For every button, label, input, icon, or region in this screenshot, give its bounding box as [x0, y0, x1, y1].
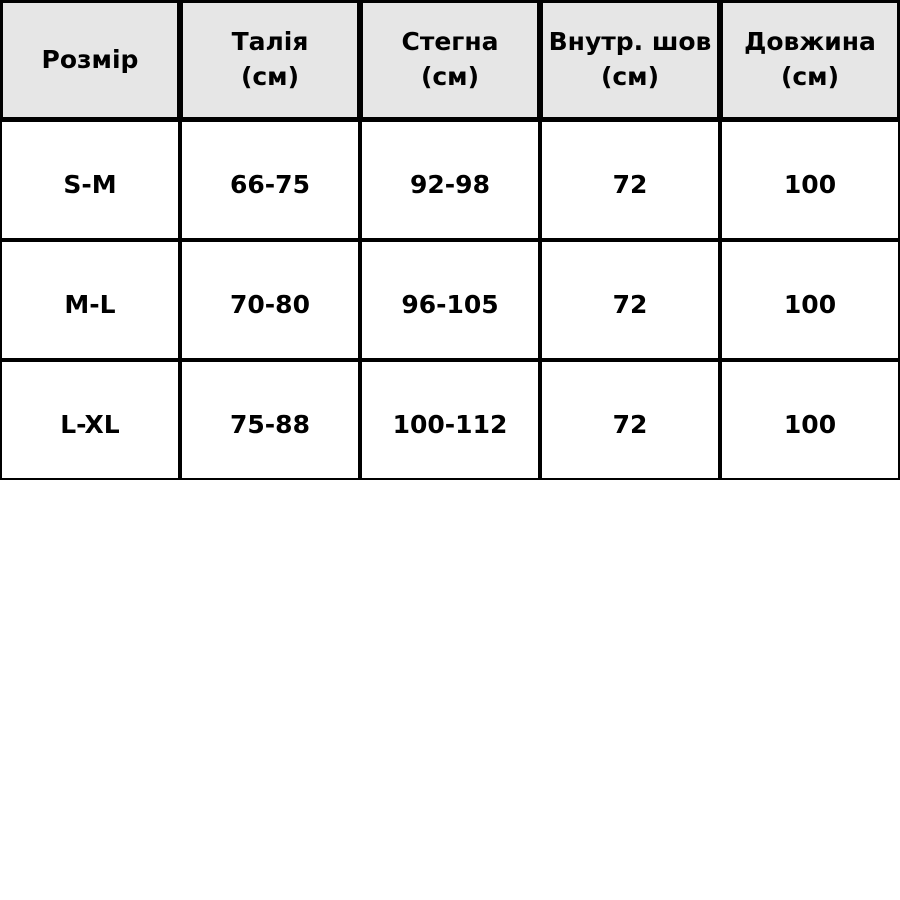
- header-size: Розмір: [0, 0, 180, 120]
- header-length: Довжина (см): [720, 0, 900, 120]
- cell-waist: 75-88: [180, 360, 360, 480]
- header-hips: Стегна (см): [360, 0, 540, 120]
- cell-waist: 70-80: [180, 240, 360, 360]
- cell-hips: 100-112: [360, 360, 540, 480]
- cell-inseam: 72: [540, 240, 720, 360]
- header-inseam: Внутр. шов (см): [540, 0, 720, 120]
- cell-waist: 66-75: [180, 120, 360, 240]
- cell-length: 100: [720, 240, 900, 360]
- header-waist: Талія (см): [180, 0, 360, 120]
- cell-inseam: 72: [540, 120, 720, 240]
- cell-size: L-XL: [0, 360, 180, 480]
- cell-length: 100: [720, 120, 900, 240]
- cell-inseam: 72: [540, 360, 720, 480]
- cell-hips: 92-98: [360, 120, 540, 240]
- cell-size: M-L: [0, 240, 180, 360]
- cell-length: 100: [720, 360, 900, 480]
- cell-hips: 96-105: [360, 240, 540, 360]
- cell-size: S-M: [0, 120, 180, 240]
